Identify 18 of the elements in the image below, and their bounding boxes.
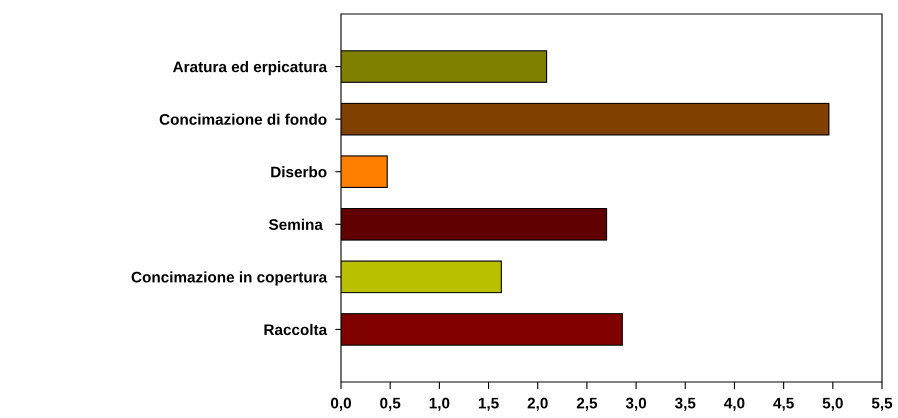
y-tick-label: Aratura ed erpicatura xyxy=(172,61,328,76)
x-tick-label: 2,0 xyxy=(528,398,548,411)
y-tick-label: Concimazione in copertura xyxy=(132,271,328,286)
y-tick-label: Diserbo xyxy=(271,166,327,178)
x-tick-label: 3,5 xyxy=(675,398,696,411)
y-tick-label: Raccolta xyxy=(264,324,328,336)
y-tick-label: Semina xyxy=(268,218,323,230)
x-tick-label: 4,5 xyxy=(773,398,794,411)
x-tick-label: 1,0 xyxy=(430,398,450,411)
x-tick-label: 1,5 xyxy=(478,398,499,411)
y-tick-label: Concimazione di fondo xyxy=(160,114,327,125)
x-tick-label: 5,0 xyxy=(822,398,843,411)
x-tick-label: 0,0 xyxy=(330,398,351,411)
x-tick-label: 4,0 xyxy=(724,398,744,411)
x-tick-label: 0,5 xyxy=(380,398,400,411)
x-tick-label: 5,5 xyxy=(872,398,892,411)
x-tick-label: 3,0 xyxy=(626,398,646,411)
x-tick-label: 2,5 xyxy=(576,398,598,411)
